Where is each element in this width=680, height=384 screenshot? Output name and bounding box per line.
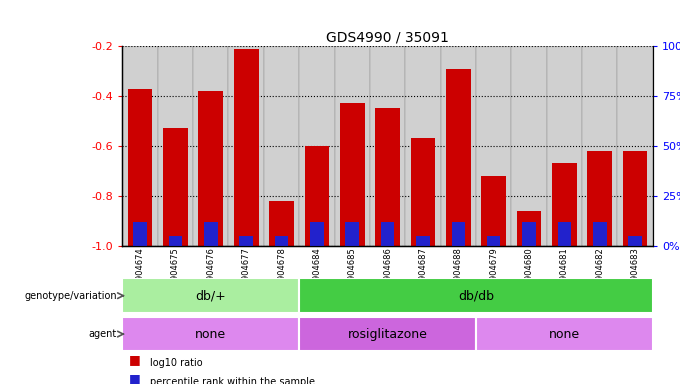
Bar	[299, 46, 335, 246]
Bar	[169, 236, 182, 246]
Bar	[522, 222, 536, 246]
Bar	[228, 46, 264, 246]
Text: log10 ratio: log10 ratio	[150, 358, 202, 368]
Text: GSM904677: GSM904677	[241, 247, 251, 298]
Bar	[487, 236, 500, 246]
Title: GDS4990 / 35091: GDS4990 / 35091	[326, 31, 449, 45]
Bar	[405, 46, 441, 246]
Text: db/db: db/db	[458, 289, 494, 302]
Bar	[552, 164, 577, 246]
Bar	[582, 46, 617, 246]
Text: GSM904674: GSM904674	[135, 247, 145, 298]
Bar	[416, 236, 430, 246]
Text: GSM904682: GSM904682	[595, 247, 605, 298]
Bar	[199, 91, 223, 246]
Text: db/+: db/+	[195, 289, 226, 302]
Bar	[340, 103, 364, 246]
Text: GSM904675: GSM904675	[171, 247, 180, 298]
Bar	[122, 317, 299, 351]
Bar	[511, 46, 547, 246]
Text: rosiglitazone: rosiglitazone	[347, 328, 428, 341]
Text: none: none	[549, 328, 580, 341]
Bar	[204, 222, 218, 246]
Text: GSM904688: GSM904688	[454, 247, 463, 298]
Bar	[345, 222, 359, 246]
Bar	[517, 211, 541, 246]
Text: GSM904687: GSM904687	[418, 247, 428, 298]
Bar	[310, 222, 324, 246]
Bar	[193, 46, 228, 246]
Text: genotype/variation: genotype/variation	[24, 291, 117, 301]
Text: GSM904683: GSM904683	[630, 247, 640, 298]
Bar	[628, 236, 642, 246]
Bar	[234, 48, 258, 246]
Text: GSM904676: GSM904676	[206, 247, 216, 298]
Bar	[441, 46, 476, 246]
Bar	[122, 46, 158, 246]
Bar	[558, 222, 571, 246]
Bar	[133, 222, 147, 246]
Bar	[163, 128, 188, 246]
Text: percentile rank within the sample: percentile rank within the sample	[150, 377, 315, 384]
Bar	[381, 222, 394, 246]
Bar	[623, 151, 647, 246]
Text: ■: ■	[129, 353, 141, 366]
Bar	[547, 46, 582, 246]
Bar	[264, 46, 299, 246]
Bar	[375, 108, 400, 246]
Text: GSM904681: GSM904681	[560, 247, 569, 298]
Text: GSM904678: GSM904678	[277, 247, 286, 298]
Bar	[588, 151, 612, 246]
Bar	[128, 88, 152, 246]
Bar	[122, 278, 299, 313]
Text: ■: ■	[129, 372, 141, 384]
Bar	[411, 138, 435, 246]
Bar	[299, 278, 653, 313]
Bar	[158, 46, 193, 246]
Text: GSM904685: GSM904685	[347, 247, 357, 298]
Bar	[239, 236, 253, 246]
Text: none: none	[195, 328, 226, 341]
Bar	[305, 146, 329, 246]
Text: GSM904680: GSM904680	[524, 247, 534, 298]
Text: GSM904686: GSM904686	[383, 247, 392, 298]
Bar	[593, 222, 607, 246]
Bar	[452, 222, 465, 246]
Bar	[269, 201, 294, 246]
Bar	[335, 46, 370, 246]
Bar	[446, 68, 471, 246]
Bar	[299, 317, 476, 351]
Text: GSM904684: GSM904684	[312, 247, 322, 298]
Bar	[481, 176, 506, 246]
Bar	[370, 46, 405, 246]
Text: agent: agent	[89, 329, 117, 339]
Text: GSM904679: GSM904679	[489, 247, 498, 298]
Bar	[275, 236, 288, 246]
Bar	[476, 46, 511, 246]
Bar	[476, 317, 653, 351]
Bar	[617, 46, 653, 246]
